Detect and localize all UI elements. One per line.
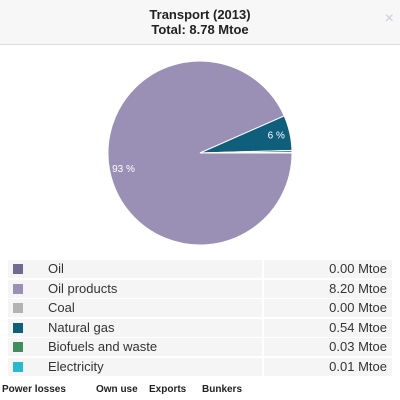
legend-row: Natural gas 0.54 Mtoe [8,318,392,337]
legend-row: Coal 0.00 Mtoe [8,299,392,318]
footer-link[interactable]: Power losses [2,384,66,395]
legend-row: Oil products 8.20 Mtoe [8,279,392,298]
legend-name-cell: Biofuels and waste [8,338,262,357]
legend-value: 0.03 Mtoe [264,338,392,357]
slice-label: 6 % [268,130,285,141]
legend-swatch [13,303,23,314]
legend-swatch [13,283,23,294]
legend-row: Electricity 0.01 Mtoe [8,357,392,376]
legend-name-cell: Electricity [8,357,262,376]
legend-table: Oil 0.00 Mtoe Oil products 8.20 Mtoe Coal 0.0… [8,260,392,378]
header: Transport (2013) Total: 8.78 Mtoe × [0,0,400,45]
legend-label: Biofuels and waste [48,339,158,355]
legend-label: Electricity [48,358,104,374]
chart-title: Transport (2013) [149,7,251,22]
legend-label: Oil products [48,280,118,296]
legend-swatch [13,361,23,372]
legend-row: Oil 0.00 Mtoe [8,260,392,278]
footer-link[interactable]: Bunkers [202,384,243,395]
slice-label: 93 % [112,164,135,175]
legend-value: 0.00 Mtoe [264,299,392,318]
legend-label: Oil [48,261,64,276]
legend-row: Biofuels and waste 0.03 Mtoe [8,338,392,357]
footer-link[interactable]: Own use [96,384,138,395]
legend-label: Coal [48,300,75,316]
close-button[interactable]: × [384,10,394,27]
legend-name-cell: Natural gas [8,318,262,337]
legend-label: Natural gas [48,319,115,335]
legend-name-cell: Oil [8,260,262,278]
legend-swatch [13,322,23,333]
chart-subtitle: Total: 8.78 Mtoe [151,22,249,37]
pie-chart: 93 % 6 % [107,60,293,246]
legend-value: 0.01 Mtoe [264,357,392,376]
legend-swatch [13,264,23,274]
footer-link[interactable]: Exports [149,384,187,395]
legend-name-cell: Coal [8,299,262,318]
legend-swatch [13,342,23,353]
pie-slice [199,151,293,154]
legend-value: 0.54 Mtoe [264,318,392,337]
legend-value: 0.00 Mtoe [264,260,392,278]
legend-value: 8.20 Mtoe [264,279,392,298]
legend-name-cell: Oil products [8,279,262,298]
